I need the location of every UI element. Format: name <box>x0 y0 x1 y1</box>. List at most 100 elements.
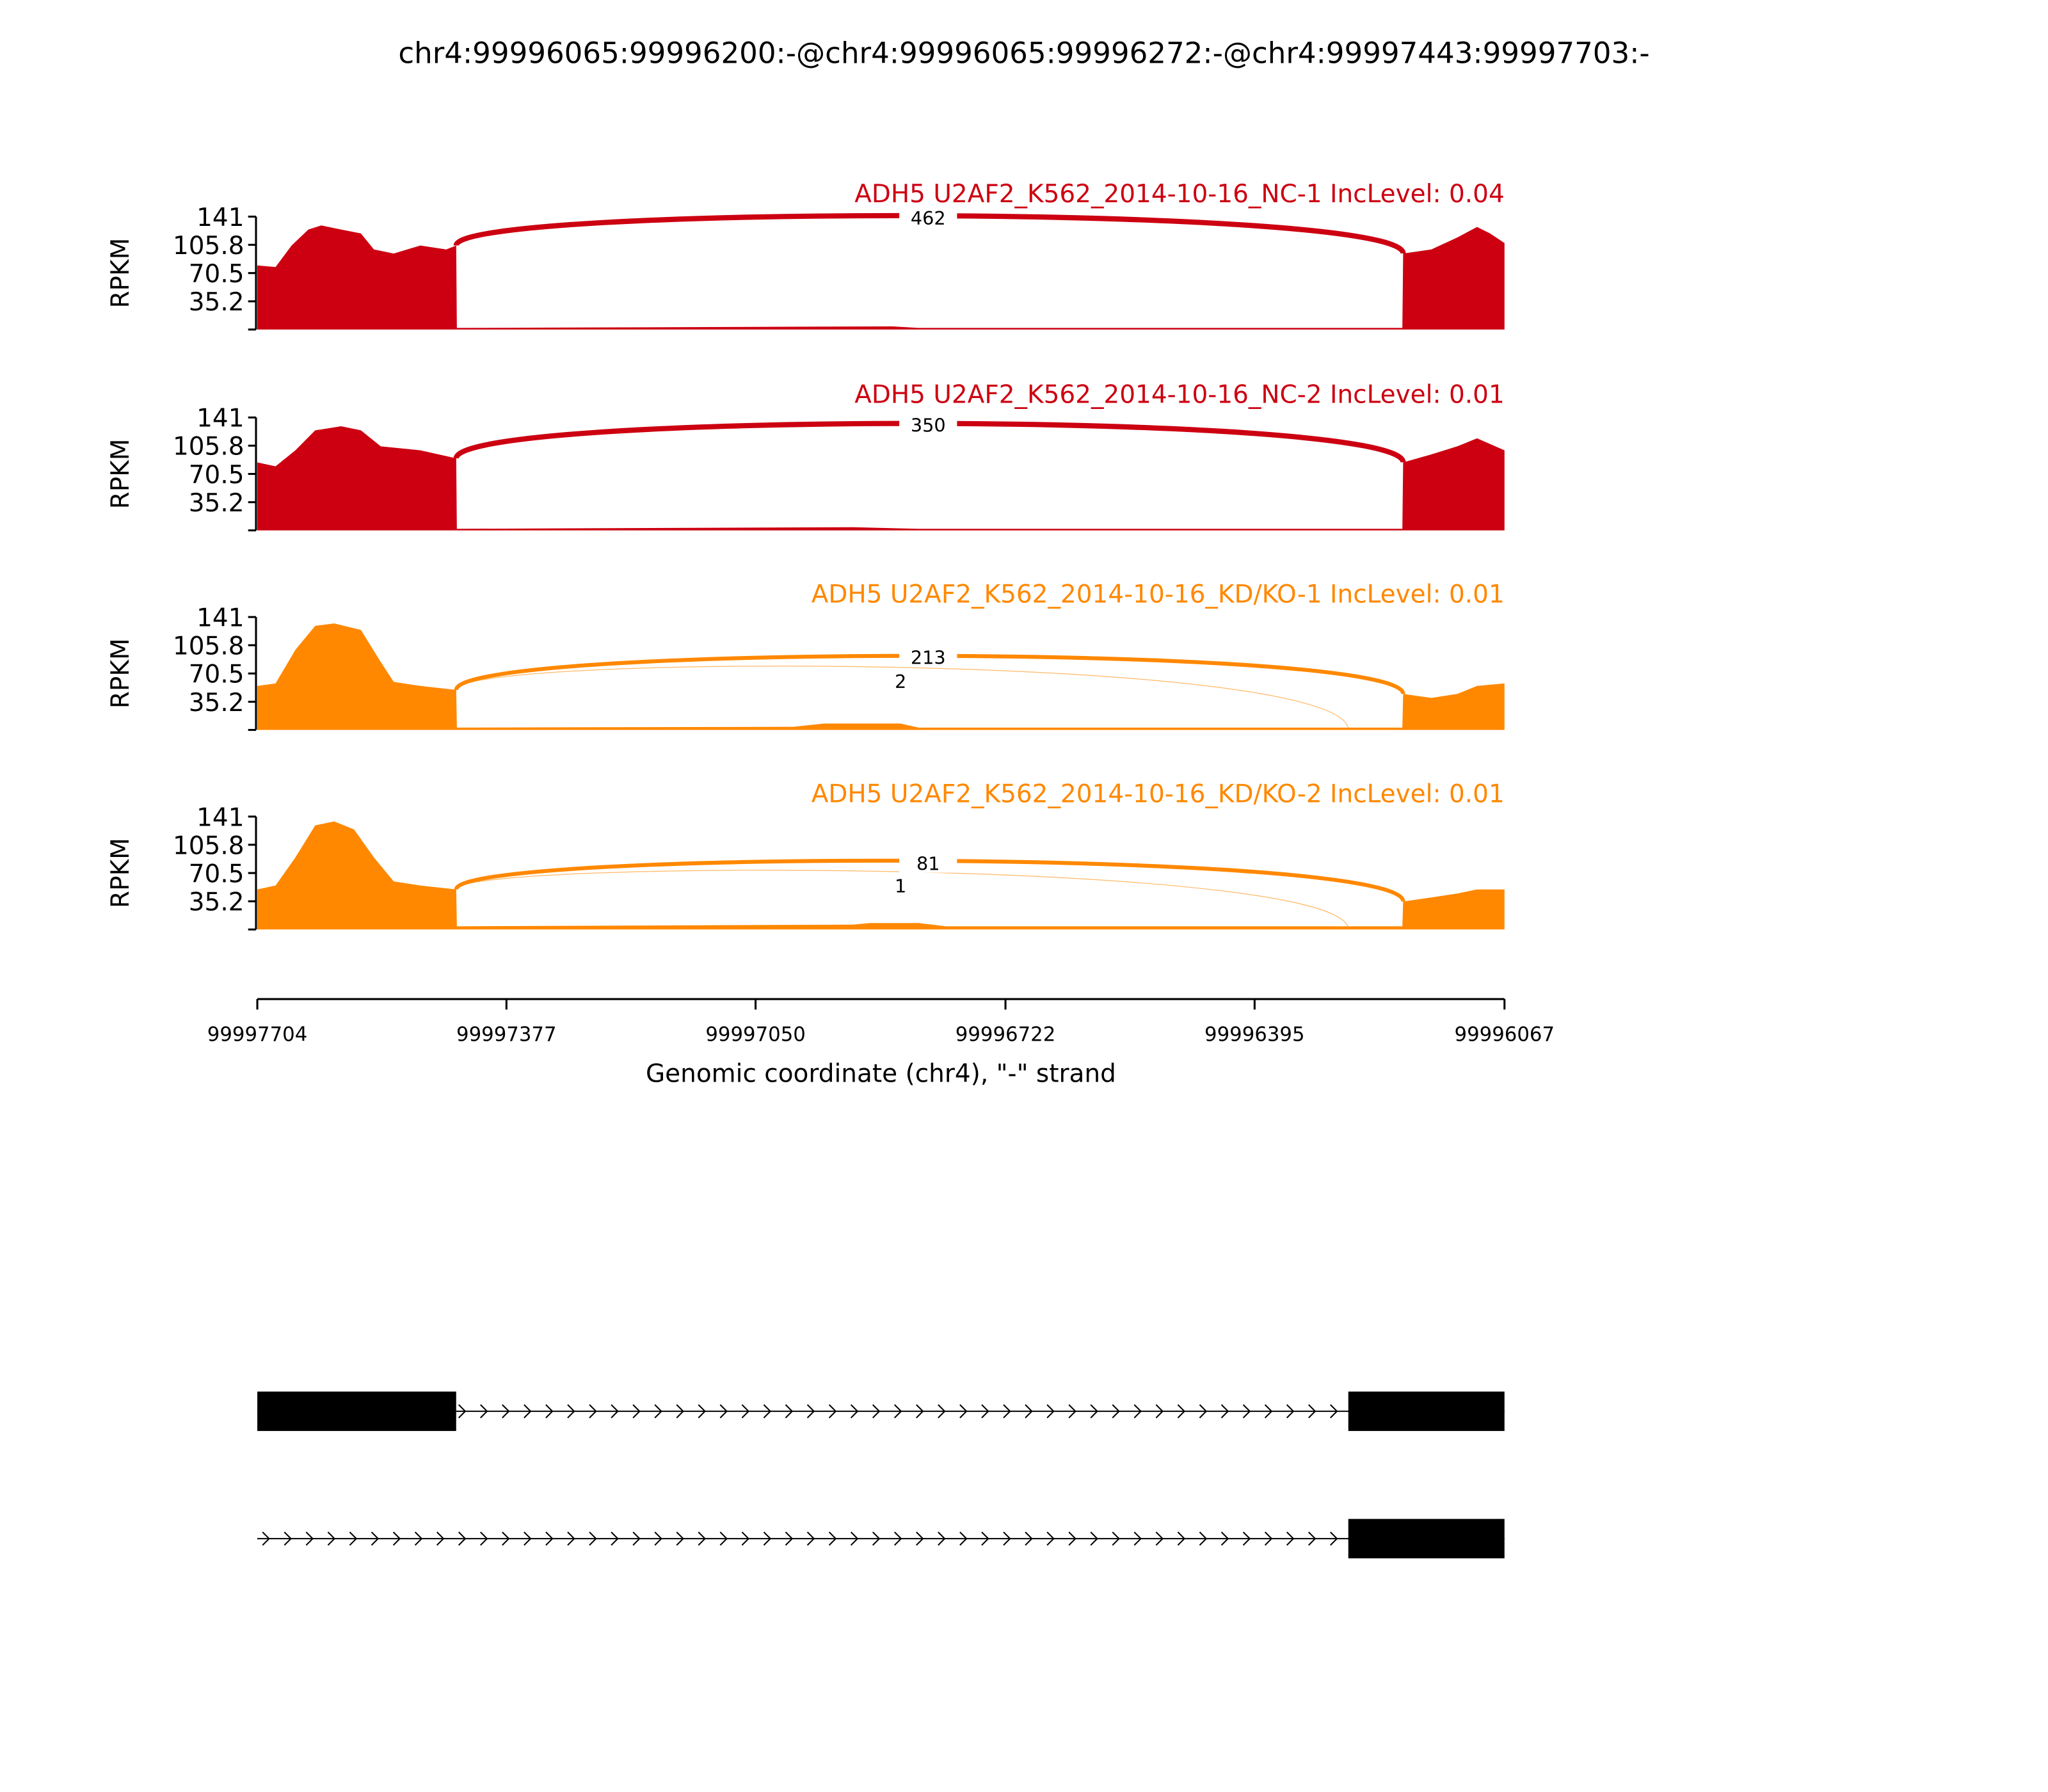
strand-chevron-icon <box>1155 1532 1164 1546</box>
strand-chevron-icon <box>894 1404 902 1419</box>
strand-chevron-icon <box>959 1404 968 1419</box>
strand-chevron-icon <box>959 1532 968 1546</box>
exon-block <box>1348 1519 1505 1558</box>
coverage-area <box>257 623 1505 730</box>
y-tick-label: 141 <box>196 404 244 433</box>
strand-chevron-icon <box>850 1404 859 1419</box>
y-tick-label: 105.8 <box>173 632 244 661</box>
strand-chevron-icon <box>589 1532 597 1546</box>
strand-chevron-icon <box>1003 1404 1011 1419</box>
panel-label: ADH5 U2AF2_K562_2014-10-16_KD/KO-2 IncLe… <box>812 780 1505 808</box>
transcript-2 <box>257 1519 1505 1558</box>
strand-chevron-icon <box>698 1404 706 1419</box>
gene-models <box>257 1391 1505 1558</box>
panel-label: ADH5 U2AF2_K562_2014-10-16_KD/KO-1 IncLe… <box>812 580 1505 609</box>
strand-chevron-icon <box>327 1532 336 1546</box>
x-tick-label: 99996395 <box>1204 1023 1305 1046</box>
y-axis-label: RPKM <box>106 638 135 708</box>
strand-chevron-icon <box>1112 1404 1120 1419</box>
y-axis-label: RPKM <box>106 838 135 908</box>
junction-label-bg <box>899 414 957 435</box>
strand-chevron-icon <box>458 1404 467 1419</box>
junction-count: 1 <box>895 875 906 897</box>
y-tick-label: 35.2 <box>189 888 244 917</box>
strand-chevron-icon <box>654 1404 662 1419</box>
y-tick-label: 70.5 <box>189 660 244 689</box>
strand-chevron-icon <box>676 1404 684 1419</box>
strand-chevron-icon <box>654 1532 662 1546</box>
strand-chevron-icon <box>1177 1532 1186 1546</box>
chart-title: chr4:99996065:99996200:-@chr4:99996065:9… <box>398 36 1649 70</box>
y-tick-label: 70.5 <box>189 860 244 888</box>
junction-label-bg <box>899 852 957 873</box>
junction-label-bg <box>872 875 930 895</box>
strand-chevron-icon <box>719 1404 728 1419</box>
strand-chevron-icon <box>741 1532 750 1546</box>
strand-chevron-icon <box>1199 1532 1208 1546</box>
y-tick-label: 35.2 <box>189 689 244 717</box>
strand-chevron-icon <box>524 1404 532 1419</box>
y-tick-label: 141 <box>196 204 244 232</box>
strand-chevron-icon <box>1286 1532 1295 1546</box>
exon-block <box>257 1391 456 1431</box>
coverage-area <box>257 426 1505 531</box>
y-tick-label: 35.2 <box>189 489 244 518</box>
x-tick-label: 99997704 <box>207 1023 308 1046</box>
junction-arc <box>456 666 1349 730</box>
strand-chevron-icon <box>480 1404 488 1419</box>
strand-chevron-icon <box>719 1532 728 1546</box>
strand-chevron-icon <box>545 1532 554 1546</box>
transcript-1 <box>257 1391 1505 1431</box>
strand-chevron-icon <box>1199 1404 1208 1419</box>
y-tick-label: 141 <box>196 604 244 632</box>
strand-chevron-icon <box>284 1532 292 1546</box>
strand-chevron-icon <box>262 1532 270 1546</box>
strand-chevron-icon <box>1046 1532 1055 1546</box>
strand-chevron-icon <box>1003 1532 1011 1546</box>
strand-chevron-icon <box>567 1404 575 1419</box>
panel-label: ADH5 U2AF2_K562_2014-10-16_NC-2 IncLevel… <box>854 381 1505 410</box>
y-axis-label: RPKM <box>106 238 135 308</box>
strand-chevron-icon <box>1242 1532 1251 1546</box>
strand-chevron-icon <box>806 1404 815 1419</box>
strand-chevron-icon <box>436 1532 445 1546</box>
x-axis-label: Genomic coordinate (chr4), "-" strand <box>646 1059 1116 1088</box>
strand-chevron-icon <box>916 1532 924 1546</box>
strand-chevron-icon <box>1220 1532 1229 1546</box>
strand-chevron-icon <box>1264 1532 1273 1546</box>
strand-chevron-icon <box>1264 1404 1273 1419</box>
strand-chevron-icon <box>1068 1404 1076 1419</box>
strand-chevron-icon <box>1090 1532 1098 1546</box>
strand-chevron-icon <box>1025 1532 1033 1546</box>
strand-chevron-icon <box>828 1404 837 1419</box>
strand-chevron-icon <box>916 1404 924 1419</box>
strand-chevron-icon <box>502 1404 510 1419</box>
strand-chevron-icon <box>1068 1532 1076 1546</box>
strand-chevron-icon <box>1286 1404 1295 1419</box>
strand-chevron-icon <box>502 1532 510 1546</box>
strand-chevron-icon <box>414 1532 423 1546</box>
strand-chevron-icon <box>545 1404 554 1419</box>
strand-chevron-icon <box>349 1532 358 1546</box>
y-tick-label: 70.5 <box>189 260 244 289</box>
strand-chevron-icon <box>305 1532 314 1546</box>
strand-chevron-icon <box>458 1532 467 1546</box>
strand-chevron-icon <box>392 1532 401 1546</box>
panel-label: ADH5 U2AF2_K562_2014-10-16_NC-1 IncLevel… <box>854 180 1505 209</box>
x-tick-label: 99997377 <box>456 1023 557 1046</box>
coverage-area <box>257 225 1505 330</box>
strand-chevron-icon <box>741 1404 750 1419</box>
strand-chevron-icon <box>1133 1532 1142 1546</box>
strand-chevron-icon <box>632 1532 641 1546</box>
strand-chevron-icon <box>371 1532 380 1546</box>
strand-chevron-icon <box>981 1404 989 1419</box>
strand-chevron-icon <box>1090 1404 1098 1419</box>
strand-chevron-icon <box>1330 1532 1338 1546</box>
junction-count: 213 <box>911 647 946 669</box>
strand-chevron-icon <box>676 1532 684 1546</box>
strand-chevron-icon <box>567 1532 575 1546</box>
strand-chevron-icon <box>806 1532 815 1546</box>
